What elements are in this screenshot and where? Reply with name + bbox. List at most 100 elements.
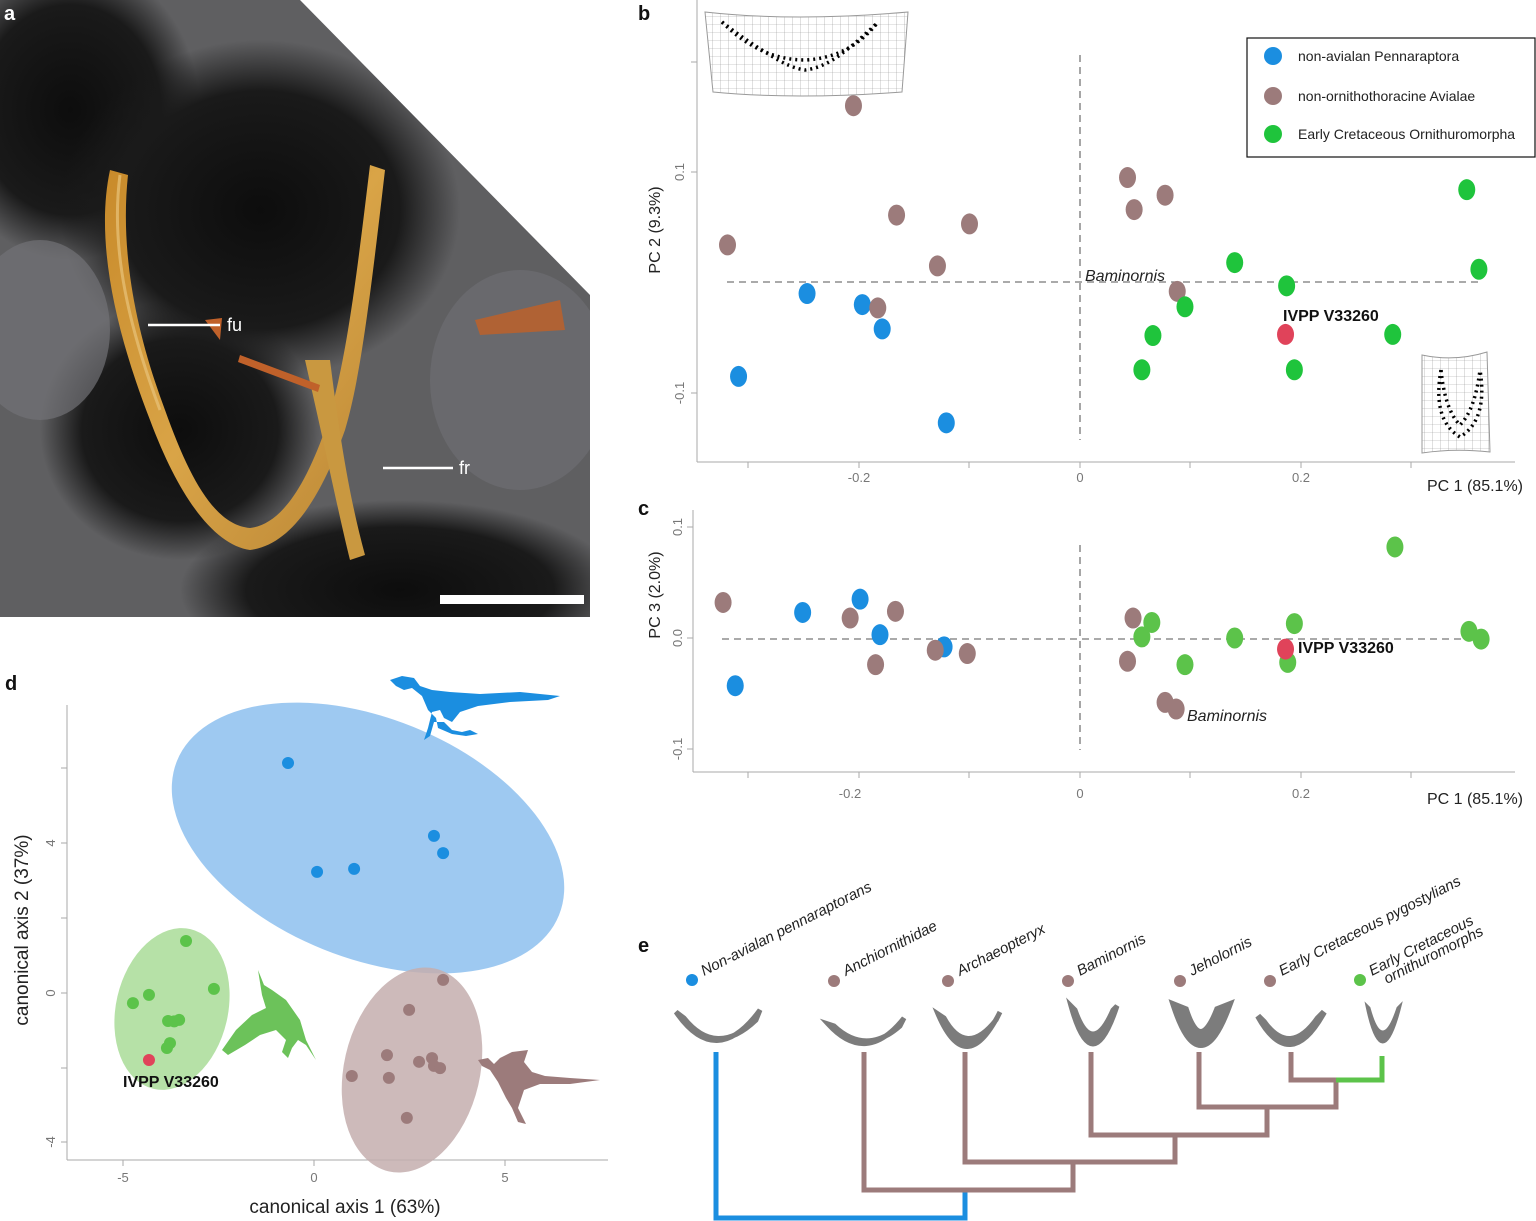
data-point-non-ornithothoracine-avialae [869, 297, 887, 319]
y-tick-label: 0.1 [672, 163, 687, 181]
legend-label: non-ornithothoracine Avialae [1298, 88, 1475, 104]
ellipse-non-avialan [171, 702, 565, 974]
data-point-non-avialan-pennaraptora [871, 624, 889, 646]
label-fr: fr [459, 458, 470, 478]
data-point-early-cretaceous-ornithuromorpha [1143, 611, 1161, 633]
data-point-non-avialan-pennaraptora [730, 365, 748, 387]
taxon-dot [828, 975, 840, 987]
deformation-grid-positive [1421, 351, 1491, 454]
y-tick-label: -0.1 [672, 382, 687, 404]
data-point-early-cretaceous-ornithuromorpha [1285, 359, 1303, 381]
furcula-shape-icon [1168, 998, 1235, 1048]
data-point-early-cretaceous-ornithuromorpha [1226, 627, 1244, 649]
furcula-shape-icon [1066, 997, 1120, 1047]
x-axis-label-d: canonical axis 1 (63%) [249, 1197, 440, 1218]
data-point-non-ornithothoracine-avialae [958, 643, 976, 665]
panel-label-d: d [5, 673, 17, 695]
furcula-shape-icon [932, 1007, 1003, 1049]
data-point-specimen [1277, 638, 1295, 660]
furcula-shape-icon [673, 1008, 763, 1043]
taxon-dot [1062, 975, 1074, 987]
tree-branches [713, 1052, 1385, 1221]
data-point-non-ornithothoracine-avialae [400, 1111, 413, 1124]
light-patch [0, 240, 110, 420]
data-point-non-ornithothoracine-avialae [961, 213, 978, 235]
taxon-dot [686, 974, 698, 986]
data-point-non-ornithothoracine-avialae [1168, 280, 1186, 302]
y-tick-label: 0.0 [670, 629, 685, 647]
furcula-shape-icon [1364, 1001, 1403, 1044]
legend-b: non-avialan Pennaraptora non-ornithothor… [1246, 37, 1536, 158]
data-point-early-cretaceous-ornithuromorpha [142, 988, 155, 1001]
data-point-non-ornithothoracine-avialae [719, 234, 737, 256]
x-tick-label: 0 [310, 1170, 317, 1185]
taxon-dots [686, 974, 1366, 987]
data-point-non-ornithothoracine-avialae [413, 1055, 426, 1068]
data-point-early-cretaceous-ornithuromorpha [1285, 613, 1303, 635]
y-tick-label: 0.1 [670, 518, 685, 536]
data-point-early-cretaceous-ornithuromorpha [1144, 325, 1162, 347]
data-point-non-ornithothoracine-avialae [380, 1049, 393, 1062]
data-point-early-cretaceous-ornithuromorpha [1472, 628, 1490, 650]
x-tick-label: -0.2 [848, 470, 870, 485]
data-point-non-ornithothoracine-avialae [1119, 167, 1137, 189]
data-point-non-avialan-pennaraptora [311, 865, 324, 878]
dark-patch [180, 500, 590, 617]
branch-jeholornis [1196, 1052, 1339, 1110]
data-point-non-ornithothoracine-avialae [841, 607, 859, 629]
branch-anchiornithidae [861, 1052, 1076, 1193]
furcula-shapes [673, 997, 1403, 1049]
taxon-label: Anchiornithidae [839, 917, 940, 980]
branch-ornithuromorphs [1336, 1056, 1385, 1083]
furcula-shape-icon [1255, 1009, 1327, 1047]
furcula-shape-icon [819, 1016, 907, 1047]
data-point-non-ornithothoracine-avialae [1167, 698, 1185, 720]
data-point-early-cretaceous-ornithuromorpha [160, 1041, 173, 1054]
data-point-non-avialan-pennaraptora [853, 294, 871, 316]
taxon-dot [1354, 974, 1366, 986]
chart-b: -0.2 0 0.2 0.1 -0.1 PC 1 (85.1%) PC 2 (9… [647, 0, 1536, 495]
y-tick-label: -0.1 [670, 738, 685, 760]
annotation-baminornis-c: Baminornis [1187, 708, 1267, 725]
data-point-non-ornithothoracine-avialae [1125, 199, 1143, 221]
branch-archaeopteryx [962, 1052, 1178, 1165]
y-axis-label-c: PC 3 (2.0%) [647, 551, 664, 638]
panel-label-e: e [638, 935, 649, 957]
taxon-label: Archaeopteryx [953, 920, 1048, 980]
data-point-non-ornithothoracine-avialae [714, 591, 732, 613]
data-point-non-avialan-pennaraptora [348, 862, 361, 875]
data-point-non-ornithothoracine-avialae [1124, 607, 1142, 629]
data-point-non-ornithothoracine-avialae [886, 600, 904, 622]
data-point-early-cretaceous-ornithuromorpha [1278, 275, 1296, 297]
x-tick-label: 5 [501, 1170, 508, 1185]
taxon-dot [1264, 975, 1276, 987]
data-point-early-cretaceous-ornithuromorpha [1470, 258, 1488, 280]
data-point-non-ornithothoracine-avialae [382, 1071, 395, 1084]
data-point-non-ornithothoracine-avialae [867, 654, 885, 676]
data-point-non-ornithothoracine-avialae [403, 1003, 416, 1016]
data-point-early-cretaceous-ornithuromorpha [1226, 252, 1244, 274]
panel-label-a: a [4, 3, 16, 25]
data-point-early-cretaceous-ornithuromorpha [1386, 536, 1404, 558]
taxon-dot [1174, 975, 1186, 987]
data-point-non-ornithothoracine-avialae [844, 95, 862, 117]
data-point-early-cretaceous-ornithuromorpha [1133, 626, 1151, 648]
x-tick-label: 0 [1076, 470, 1083, 485]
data-point-non-ornithothoracine-avialae [434, 1062, 447, 1075]
furcula-fragment [305, 360, 365, 560]
data-point-non-ornithothoracine-avialae [926, 639, 944, 661]
furcula-bone [104, 165, 385, 550]
x-tick-label: 0.2 [1292, 470, 1310, 485]
archaeopteryx-silhouette-icon [478, 1050, 600, 1124]
legend-box [1246, 37, 1536, 158]
data-point-early-cretaceous-ornithuromorpha [126, 997, 139, 1010]
ellipse-non-ornithothoracine [341, 967, 483, 1173]
annotation-specimen-d: IVPP V33260 [123, 1074, 219, 1091]
y-axis-label-d: canonical axis 2 (37%) [12, 834, 33, 1025]
y-tick-label: 0 [43, 989, 58, 996]
deformation-grid-negative [704, 11, 909, 97]
data-point-early-cretaceous-ornithuromorpha [168, 1015, 181, 1028]
y-tick-label: -4 [43, 1136, 58, 1148]
light-patch [430, 270, 590, 490]
